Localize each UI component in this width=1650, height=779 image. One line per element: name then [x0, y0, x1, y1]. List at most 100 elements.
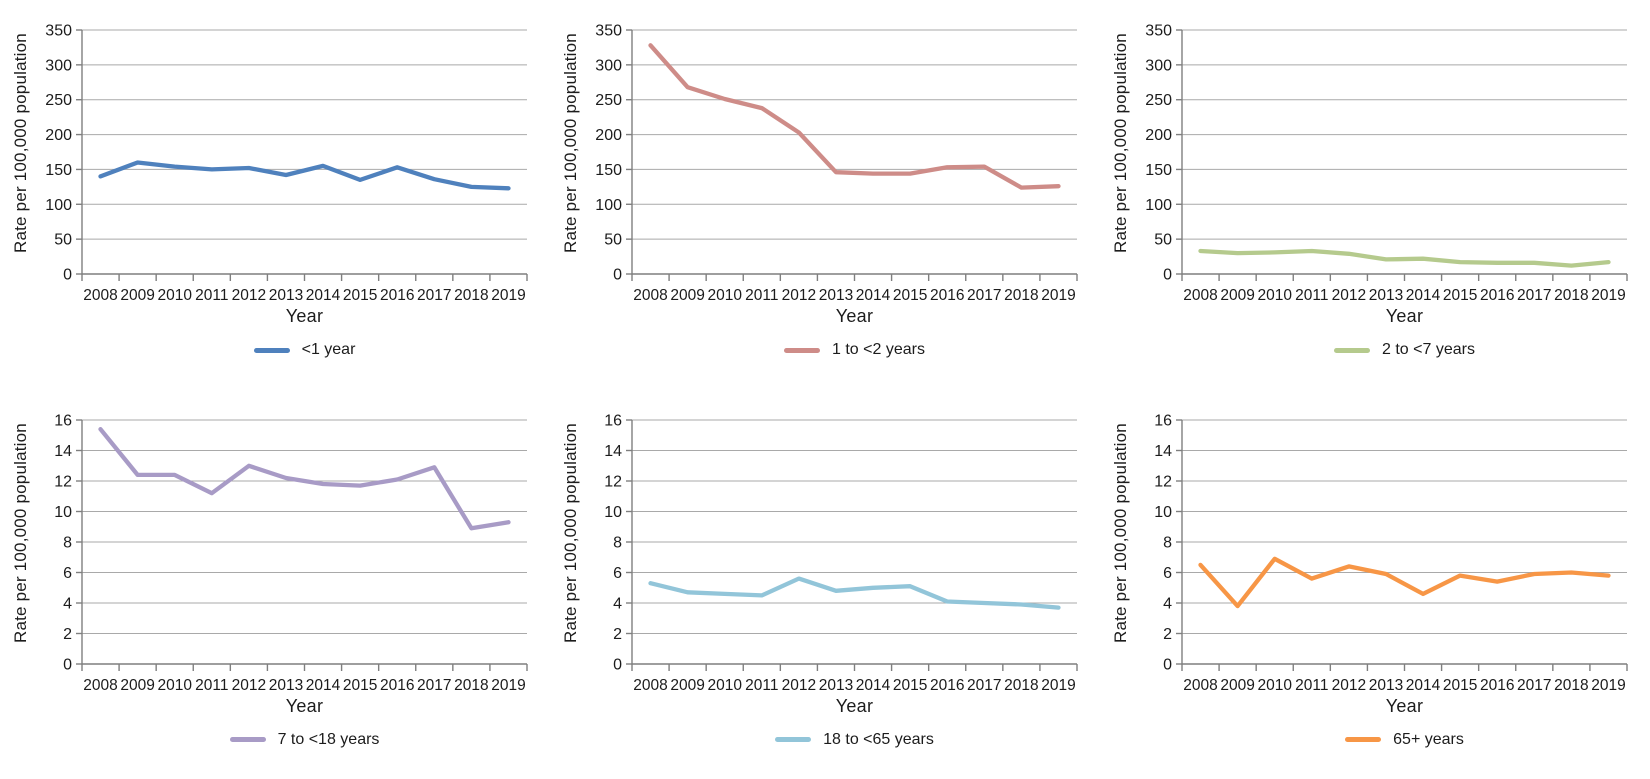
svg-text:2: 2	[63, 626, 72, 643]
svg-text:50: 50	[1154, 232, 1172, 249]
svg-text:2013: 2013	[1369, 287, 1403, 304]
svg-text:2013: 2013	[1369, 677, 1403, 694]
svg-text:2: 2	[1163, 626, 1172, 643]
svg-text:2008: 2008	[633, 287, 667, 304]
svg-text:50: 50	[54, 232, 72, 249]
legend: 7 to <18 years	[82, 731, 527, 749]
x-axis-title: Year	[1385, 306, 1424, 326]
svg-text:12: 12	[1154, 473, 1172, 490]
svg-text:0: 0	[1163, 267, 1172, 284]
svg-text:2011: 2011	[745, 677, 778, 694]
svg-text:2013: 2013	[269, 287, 303, 304]
svg-text:14: 14	[1154, 443, 1172, 460]
svg-text:16: 16	[604, 412, 622, 429]
svg-text:2009: 2009	[120, 677, 154, 694]
svg-text:2012: 2012	[232, 287, 266, 304]
svg-text:2011: 2011	[195, 287, 228, 304]
svg-text:0: 0	[613, 267, 622, 284]
legend-label: <1 year	[301, 341, 356, 358]
svg-text:350: 350	[45, 23, 72, 40]
svg-text:2016: 2016	[380, 677, 414, 694]
svg-text:4: 4	[1163, 595, 1172, 612]
svg-text:2014: 2014	[306, 677, 341, 694]
svg-text:2012: 2012	[782, 677, 816, 694]
x-axis-title: Year	[285, 306, 324, 326]
chart-panel-under-1-year: Rate per 100,000 population 0 50 100 150 200…	[0, 0, 550, 390]
svg-text:0: 0	[1163, 656, 1172, 673]
svg-text:2018: 2018	[1554, 677, 1588, 694]
legend-line-swatch	[253, 347, 290, 353]
legend-label: 2 to <7 years	[1382, 341, 1475, 358]
svg-text:2015: 2015	[343, 677, 377, 694]
svg-text:200: 200	[1145, 127, 1172, 144]
svg-text:2017: 2017	[967, 677, 1001, 694]
svg-text:50: 50	[604, 232, 622, 249]
svg-text:2018: 2018	[1004, 287, 1038, 304]
svg-text:6: 6	[63, 565, 72, 582]
svg-text:2019: 2019	[1591, 287, 1625, 304]
svg-text:2016: 2016	[930, 677, 964, 694]
svg-text:2009: 2009	[1220, 287, 1254, 304]
svg-text:2017: 2017	[417, 287, 451, 304]
x-axis-title: Year	[835, 306, 874, 326]
svg-text:150: 150	[595, 162, 622, 179]
svg-text:2019: 2019	[1041, 287, 1075, 304]
svg-text:350: 350	[595, 23, 622, 40]
svg-text:2014: 2014	[856, 677, 891, 694]
svg-text:10: 10	[54, 504, 72, 521]
svg-text:2014: 2014	[1406, 287, 1441, 304]
svg-text:2014: 2014	[1406, 677, 1441, 694]
svg-text:250: 250	[1145, 92, 1172, 109]
svg-text:2009: 2009	[670, 287, 704, 304]
svg-text:8: 8	[63, 534, 72, 551]
svg-text:200: 200	[45, 127, 72, 144]
chart-panel-65-plus-years: Rate per 100,000 population 0 2 4 6 8 10 12 14 1…	[1100, 390, 1650, 779]
chart-panel-7-to-18-years: Rate per 100,000 population 0 2 4 6 8 10 12 14 1…	[0, 390, 550, 779]
legend-label: 18 to <65 years	[823, 730, 934, 748]
svg-text:2017: 2017	[417, 677, 451, 694]
svg-text:250: 250	[595, 92, 622, 109]
svg-text:2016: 2016	[1480, 287, 1514, 304]
svg-text:2019: 2019	[1591, 677, 1625, 694]
svg-text:0: 0	[63, 267, 72, 284]
legend-label: 1 to <2 years	[832, 341, 925, 358]
svg-text:2012: 2012	[1332, 287, 1366, 304]
svg-text:2019: 2019	[491, 287, 525, 304]
svg-text:4: 4	[63, 595, 72, 612]
svg-text:300: 300	[1145, 57, 1172, 74]
svg-text:2010: 2010	[707, 287, 742, 304]
svg-text:2011: 2011	[1295, 677, 1328, 694]
x-axis-title: Year	[835, 695, 874, 716]
legend-label: 7 to <18 years	[277, 730, 380, 748]
svg-text:2018: 2018	[1554, 287, 1588, 304]
svg-text:2011: 2011	[195, 677, 228, 694]
svg-text:14: 14	[54, 443, 72, 460]
svg-text:2015: 2015	[1443, 287, 1477, 304]
svg-text:150: 150	[45, 162, 72, 179]
svg-text:2013: 2013	[819, 287, 853, 304]
svg-text:2010: 2010	[1257, 287, 1292, 304]
svg-text:2011: 2011	[1295, 287, 1328, 304]
svg-text:2013: 2013	[819, 677, 853, 694]
svg-text:16: 16	[54, 412, 72, 429]
svg-text:2017: 2017	[1517, 677, 1551, 694]
svg-text:2016: 2016	[380, 287, 414, 304]
svg-text:2008: 2008	[1183, 287, 1217, 304]
svg-text:2008: 2008	[83, 287, 117, 304]
svg-text:2010: 2010	[157, 287, 192, 304]
svg-text:2018: 2018	[454, 677, 488, 694]
svg-text:100: 100	[595, 197, 622, 214]
svg-text:6: 6	[1163, 565, 1172, 582]
legend: 18 to <65 years	[632, 731, 1077, 749]
legend-label: 65+ years	[1393, 730, 1464, 748]
svg-text:100: 100	[45, 197, 72, 214]
svg-text:0: 0	[613, 656, 622, 673]
svg-text:2015: 2015	[1443, 677, 1477, 694]
svg-text:150: 150	[1145, 162, 1172, 179]
svg-text:2016: 2016	[1480, 677, 1514, 694]
legend-line-swatch	[775, 737, 812, 742]
